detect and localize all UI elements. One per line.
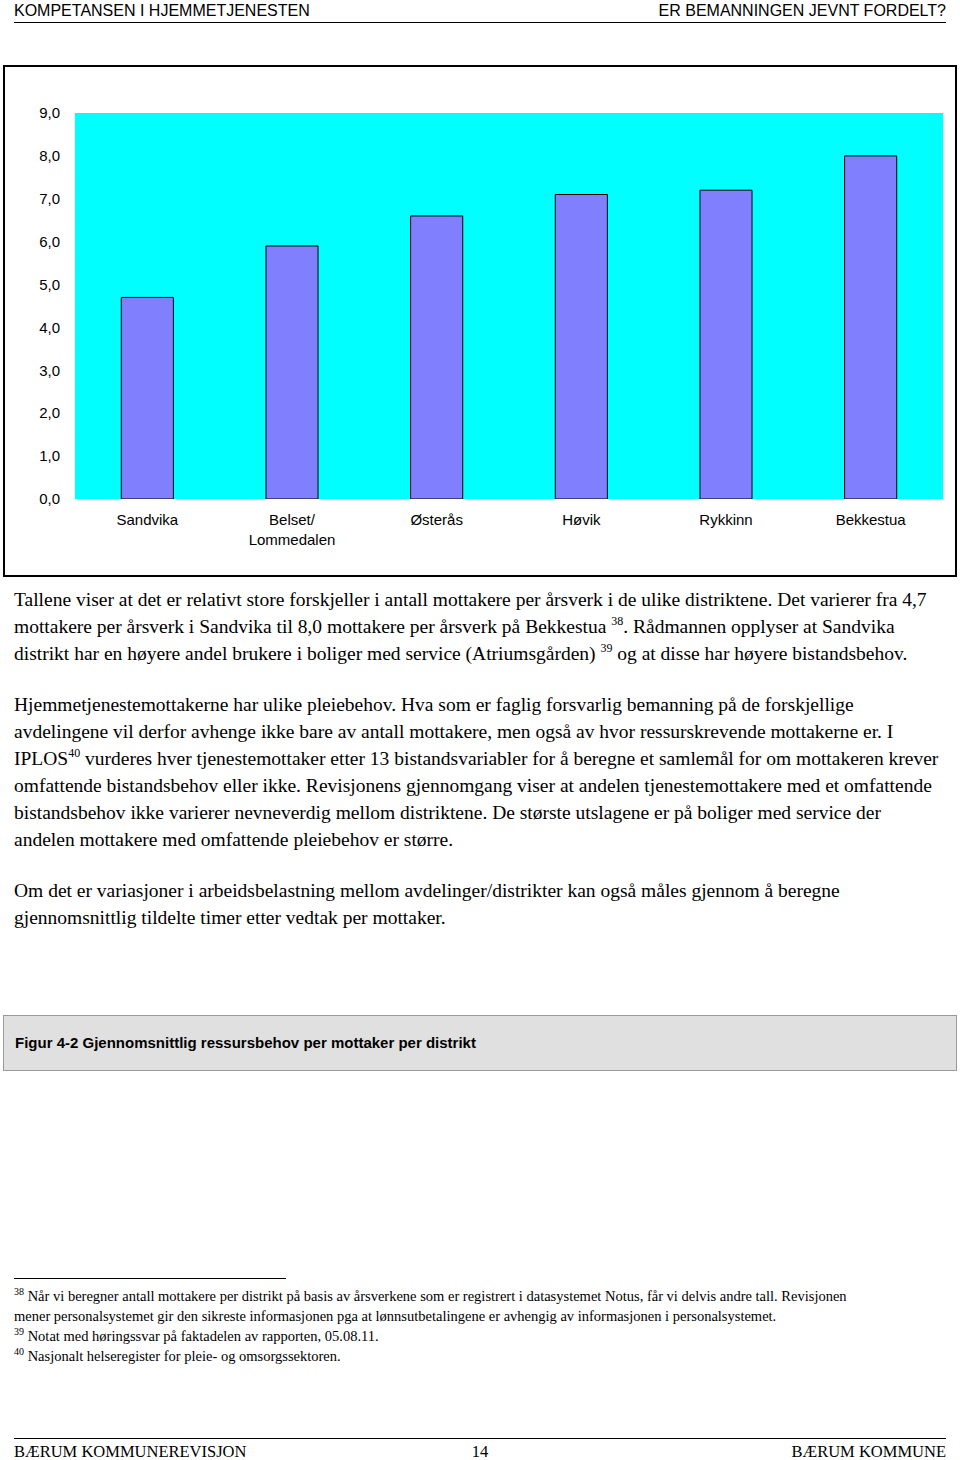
html-text:38Når vi beregner antall motta: 38Når vi beregner antall mottakere per d… (14, 1286, 847, 1324)
svg-text:Belset/Lommedalen: Belset/Lommedalen (249, 511, 336, 548)
svg-text:7,0: 7,0 (39, 190, 60, 207)
html-text:BÆRUM KOMMUNEREVISJON: BÆRUM KOMMUNEREVISJON (14, 1442, 247, 1460)
svg-text:6,0: 6,0 (39, 233, 60, 250)
html-text:Om det er variasjoner i arbeid: Om det er variasjoner i arbeidsbelastnin… (14, 880, 840, 928)
html-text:ER BEMANNINGEN JEVNT FORDELT?: ER BEMANNINGEN JEVNT FORDELT? (658, 2, 946, 19)
html-text:14: 14 (471, 1442, 489, 1460)
svg-text:Sandvika: Sandvika (116, 511, 178, 528)
html-text:KOMPETANSEN I HJEMMETJENESTEN: KOMPETANSEN I HJEMMETJENESTEN (14, 2, 310, 19)
svg-text:5,0: 5,0 (39, 276, 60, 293)
html-text:Tallene viser at det er relati: Tallene viser at det er relativt store f… (14, 589, 927, 664)
html-text:Hjemmetjenestemottakerne har u: Hjemmetjenestemottakerne har ulike pleie… (14, 694, 939, 850)
svg-text:2,0: 2,0 (39, 404, 60, 421)
svg-text:Østerås: Østerås (410, 511, 463, 528)
svg-text:0,0: 0,0 (39, 490, 60, 507)
html-text:BÆRUM KOMMUNE: BÆRUM KOMMUNE (791, 1442, 946, 1460)
svg-text:8,0: 8,0 (39, 147, 60, 164)
svg-text:1,0: 1,0 (39, 447, 60, 464)
svg-text:9,0: 9,0 (39, 104, 60, 121)
html-text:40Nasjonalt helseregister for: 40Nasjonalt helseregister for pleie- og … (14, 1346, 341, 1364)
svg-text:Rykkinn: Rykkinn (699, 511, 752, 528)
svg-text:3,0: 3,0 (39, 362, 60, 379)
svg-text:Høvik: Høvik (562, 511, 601, 528)
html-text:39Notat med høringssvar på fak: 39Notat med høringssvar på faktadelen av… (14, 1326, 379, 1344)
html-text:Figur 4-2 Gjennomsnittlig ress: Figur 4-2 Gjennomsnittlig ressursbehov p… (15, 1034, 476, 1051)
svg-text:Bekkestua: Bekkestua (836, 511, 907, 528)
svg-text:4,0: 4,0 (39, 319, 60, 336)
